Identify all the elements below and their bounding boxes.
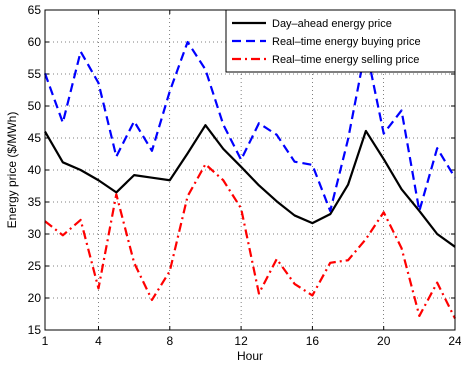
x-tick-label: 16	[306, 334, 320, 348]
legend-label-real-time-selling: Real–time energy selling price	[272, 54, 419, 66]
x-tick-label: 20	[377, 334, 391, 348]
y-tick-label: 65	[28, 3, 42, 17]
x-tick-label: 1	[42, 334, 49, 348]
legend-label-real-time-buying: Real–time energy buying price	[272, 36, 421, 48]
y-tick-label: 35	[28, 195, 42, 209]
y-tick-label: 55	[28, 67, 42, 81]
x-tick-label: 4	[95, 334, 102, 348]
y-axis-label: Energy price ($/MWh)	[5, 112, 19, 229]
y-tick-label: 25	[28, 259, 42, 273]
x-tick-label: 12	[234, 334, 248, 348]
x-axis-label: Hour	[237, 349, 263, 363]
y-tick-label: 60	[28, 35, 42, 49]
y-tick-label: 40	[28, 163, 42, 177]
y-tick-label: 45	[28, 131, 42, 145]
legend: Day–ahead energy price Real–time energy …	[226, 10, 455, 72]
x-tick-label: 24	[448, 334, 461, 348]
y-tick-label: 20	[28, 291, 42, 305]
y-tick-label: 15	[28, 323, 42, 337]
y-tick-label: 30	[28, 227, 42, 241]
legend-label-day-ahead: Day–ahead energy price	[272, 18, 392, 30]
x-tick-label: 8	[166, 334, 173, 348]
y-tick-label: 50	[28, 99, 42, 113]
